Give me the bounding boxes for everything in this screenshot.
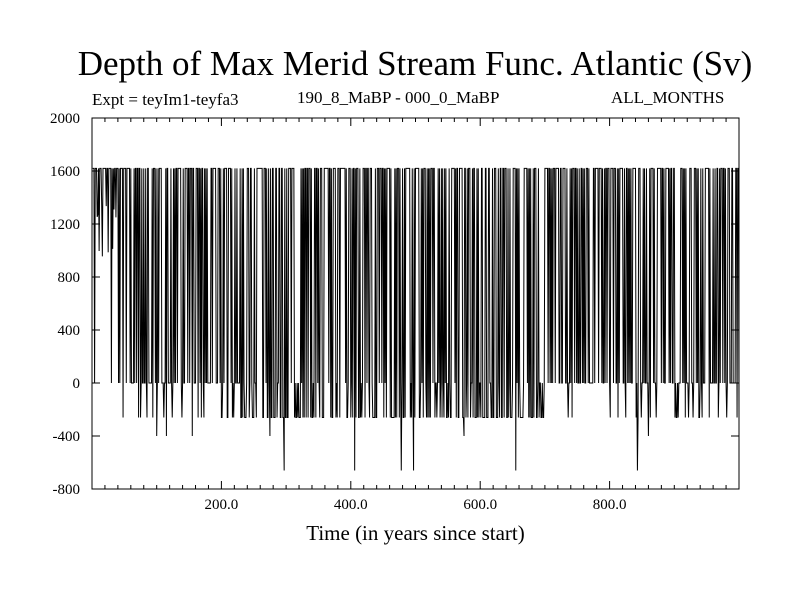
y-tick-label: -400 — [53, 429, 81, 445]
plot-frame — [91, 117, 740, 490]
x-tick-label: 600.0 — [463, 497, 497, 513]
x-tick-label: 400.0 — [334, 497, 368, 513]
months-label: ALL_MONTHS — [611, 88, 725, 107]
x-axis-label: Time (in years since start) — [306, 521, 525, 545]
chart-title: Depth of Max Merid Stream Func. Atlantic… — [77, 44, 753, 83]
y-tick-label: -800 — [53, 482, 81, 498]
y-tick-label: 2000 — [50, 111, 80, 127]
y-tick-label: 1200 — [50, 217, 80, 233]
x-tick-label: 200.0 — [205, 497, 239, 513]
experiment-label: Expt = teyIm1-teyfa3 — [92, 90, 239, 109]
series-line — [92, 167, 740, 471]
y-tick-label: 400 — [58, 323, 81, 339]
axis-layer: -800 -400 0 400 800 1200 1600 2000 200.0 400.0 600… — [50, 111, 739, 513]
x-tick-label: 800.0 — [593, 497, 627, 513]
y-tick-label: 1600 — [50, 164, 80, 180]
y-tick-label: 0 — [73, 376, 81, 392]
series-layer — [92, 167, 740, 471]
y-tick-label: 800 — [58, 270, 81, 286]
period-label: 190_8_MaBP - 000_0_MaBP — [297, 88, 500, 107]
